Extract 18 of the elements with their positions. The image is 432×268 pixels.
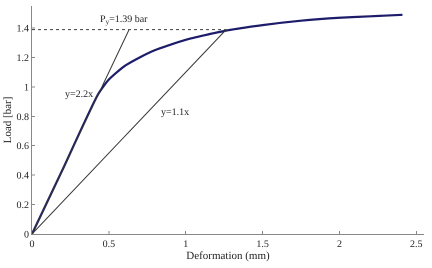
- x-tick-label: 1.5: [256, 239, 269, 250]
- y-tick-label: 1.4: [16, 24, 29, 35]
- annotation: y=2.2x: [65, 89, 94, 100]
- x-axis-title: Deformation (mm): [186, 250, 270, 262]
- y-tick-label: 0.4: [16, 170, 29, 182]
- annotation: P$_{y}$=1.39 bar: [100, 14, 148, 26]
- y-tick-label: 0.8: [16, 112, 29, 123]
- y-tick-label: 1.2: [16, 52, 29, 64]
- y-tick-label: 0.2: [16, 200, 29, 212]
- annotation: y=1.1x: [161, 107, 190, 118]
- x-tick-label: 1: [183, 239, 188, 250]
- y-axis-title: Load [bar]: [2, 96, 14, 144]
- y-tick-label: 1: [24, 82, 29, 94]
- x-tick-label: 2: [336, 239, 342, 250]
- y-tick-label: 0: [24, 230, 29, 240]
- x-tick-label: 0.5: [102, 239, 116, 250]
- x-tick-label: 2.5: [410, 239, 423, 250]
- y-tick-label: 0.6: [16, 141, 29, 152]
